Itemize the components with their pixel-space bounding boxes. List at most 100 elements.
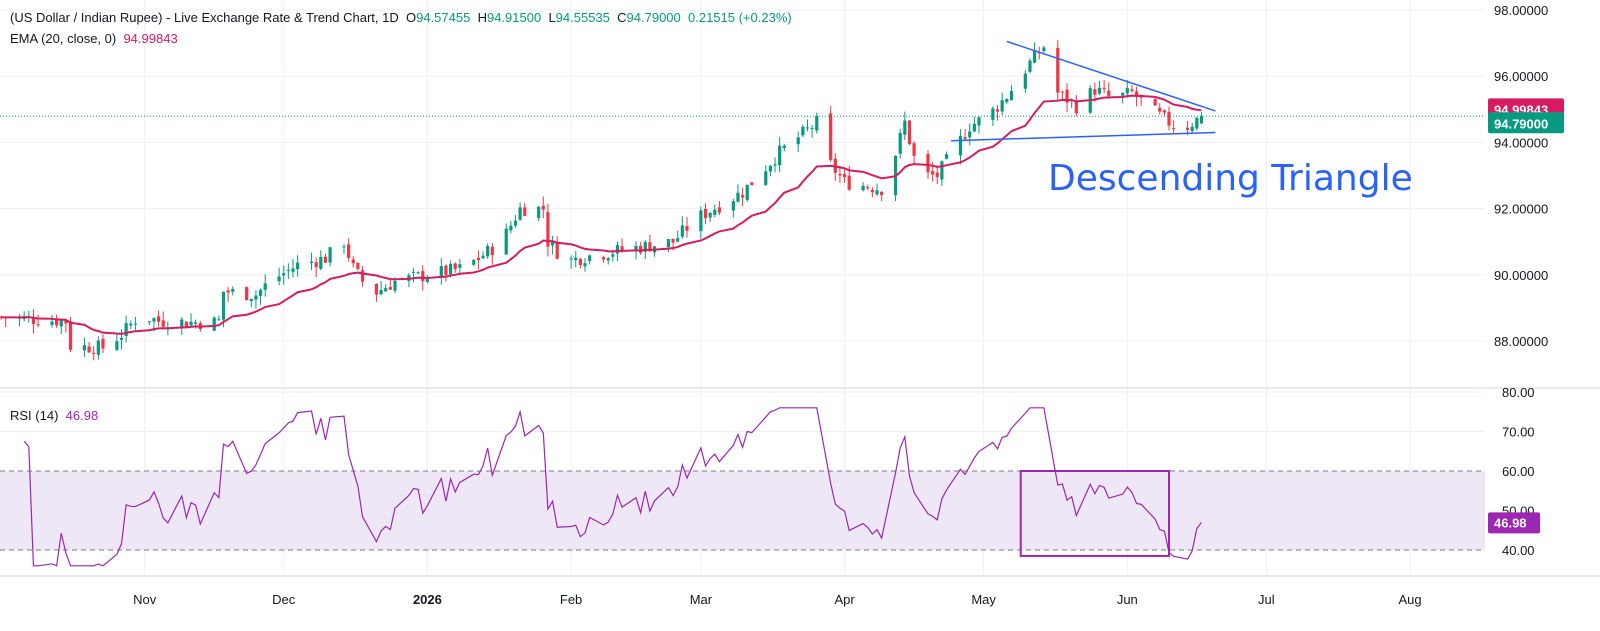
candle-body: [282, 273, 286, 276]
candle-body: [977, 117, 981, 126]
candle-body: [439, 266, 443, 278]
candle-body: [180, 319, 184, 327]
symbol-title: (US Dollar / Indian Rupee) - Live Exchan…: [10, 10, 399, 25]
candle-body: [666, 239, 671, 248]
time-axis: Nov Dec 2026 Feb Mar Apr May Jun Jul Aug: [133, 592, 1421, 607]
candle-body: [1134, 91, 1139, 98]
candle-body: [263, 283, 267, 290]
candle-body: [875, 190, 879, 195]
candle-body: [1102, 87, 1106, 90]
rsi-line: [23, 407, 1202, 567]
rsi-tick-label: 40.00: [1502, 543, 1535, 558]
last-price-tag: 94.79000: [1494, 116, 1548, 131]
ema-legend: EMA (20, close, 0) 94.99843: [10, 31, 178, 46]
candle-body: [347, 244, 351, 258]
time-tick-label: Jun: [1117, 592, 1138, 607]
trendline-upper: [1006, 40, 1216, 112]
candle-body: [963, 137, 967, 139]
candle-body: [958, 135, 963, 156]
candle-body: [569, 258, 573, 260]
candle-body: [124, 323, 128, 337]
candle-body: [328, 247, 332, 263]
candle-body: [768, 165, 773, 172]
candle-body: [416, 272, 420, 274]
candle-body: [1009, 90, 1014, 101]
candle-body: [541, 205, 545, 210]
candle-body: [286, 269, 290, 271]
candle-body: [393, 280, 397, 291]
candle-body: [731, 201, 735, 211]
candle-body: [861, 185, 865, 191]
high-label: H: [477, 10, 487, 25]
candle-body: [991, 108, 995, 120]
candle-body: [741, 195, 745, 198]
candle-body: [319, 256, 323, 269]
candle-body: [1190, 126, 1194, 132]
candle-body: [1167, 111, 1171, 126]
price-axis: 98.00000 96.00000 94.00000 92.00000 90.00000…: [1494, 3, 1548, 349]
candle-body: [388, 286, 392, 290]
candlestick-series: [0, 39, 1204, 361]
candle-body: [1162, 110, 1166, 113]
candle-body: [717, 207, 722, 213]
candle-body: [1195, 117, 1199, 129]
candle-body: [648, 242, 652, 252]
candle-body: [82, 345, 87, 351]
time-tick-label: Jul: [1258, 592, 1275, 607]
candle-body: [1185, 127, 1190, 130]
candle-body: [351, 259, 355, 264]
price-tick-label: 88.00000: [1494, 334, 1548, 349]
candle-body: [639, 245, 643, 253]
candle-body: [703, 208, 708, 219]
candle-body: [1093, 89, 1097, 95]
candle-body: [764, 171, 768, 185]
price-tick-label: 90.00000: [1494, 268, 1548, 283]
candle-body: [870, 189, 874, 193]
rsi-label: RSI (14): [10, 408, 59, 423]
candle-body: [1172, 127, 1176, 129]
trendline-lower: [951, 131, 1216, 142]
candle-body: [583, 263, 587, 267]
price-tick-label: 96.00000: [1494, 69, 1548, 84]
candle-body: [448, 263, 453, 275]
candle-body: [504, 228, 508, 255]
candle-body: [555, 242, 559, 259]
candle-body: [944, 154, 949, 159]
time-tick-label: Mar: [690, 592, 713, 607]
candle-body: [713, 209, 717, 215]
close-value: 94.79000: [626, 10, 681, 25]
rsi-value-tag: 46.98: [1494, 515, 1527, 530]
candle-body: [184, 321, 188, 327]
time-tick-label: 2026: [413, 592, 442, 607]
candle-body: [509, 225, 513, 231]
ema-label: EMA (20, close, 0): [10, 31, 117, 46]
candle-body: [898, 132, 902, 154]
candle-body: [68, 321, 73, 350]
candle-body: [880, 191, 884, 196]
candle-body: [537, 206, 541, 219]
rsi-tick-label: 80.00: [1502, 385, 1535, 400]
rsi-tick-label: 70.00: [1502, 425, 1535, 440]
candle-body: [411, 271, 416, 273]
candle-body: [574, 257, 578, 261]
candle-body: [249, 298, 253, 301]
candle-body: [425, 278, 430, 282]
candle-body: [546, 212, 550, 247]
candle-body: [444, 265, 448, 275]
candle-body: [643, 241, 647, 252]
candle-body: [736, 192, 740, 202]
candle-body: [620, 246, 624, 251]
candle-body: [699, 210, 703, 232]
grid-lines: [0, 0, 1485, 575]
candle-body: [421, 271, 425, 282]
candle-body: [31, 318, 36, 324]
candle-body: [907, 120, 912, 144]
candle-body: [453, 263, 457, 269]
candle-body: [36, 324, 40, 326]
candle-body: [1005, 99, 1009, 103]
rsi-value: 46.98: [65, 408, 99, 423]
candle-body: [1065, 89, 1069, 103]
candle-body: [476, 257, 481, 261]
candle-body: [815, 115, 819, 131]
